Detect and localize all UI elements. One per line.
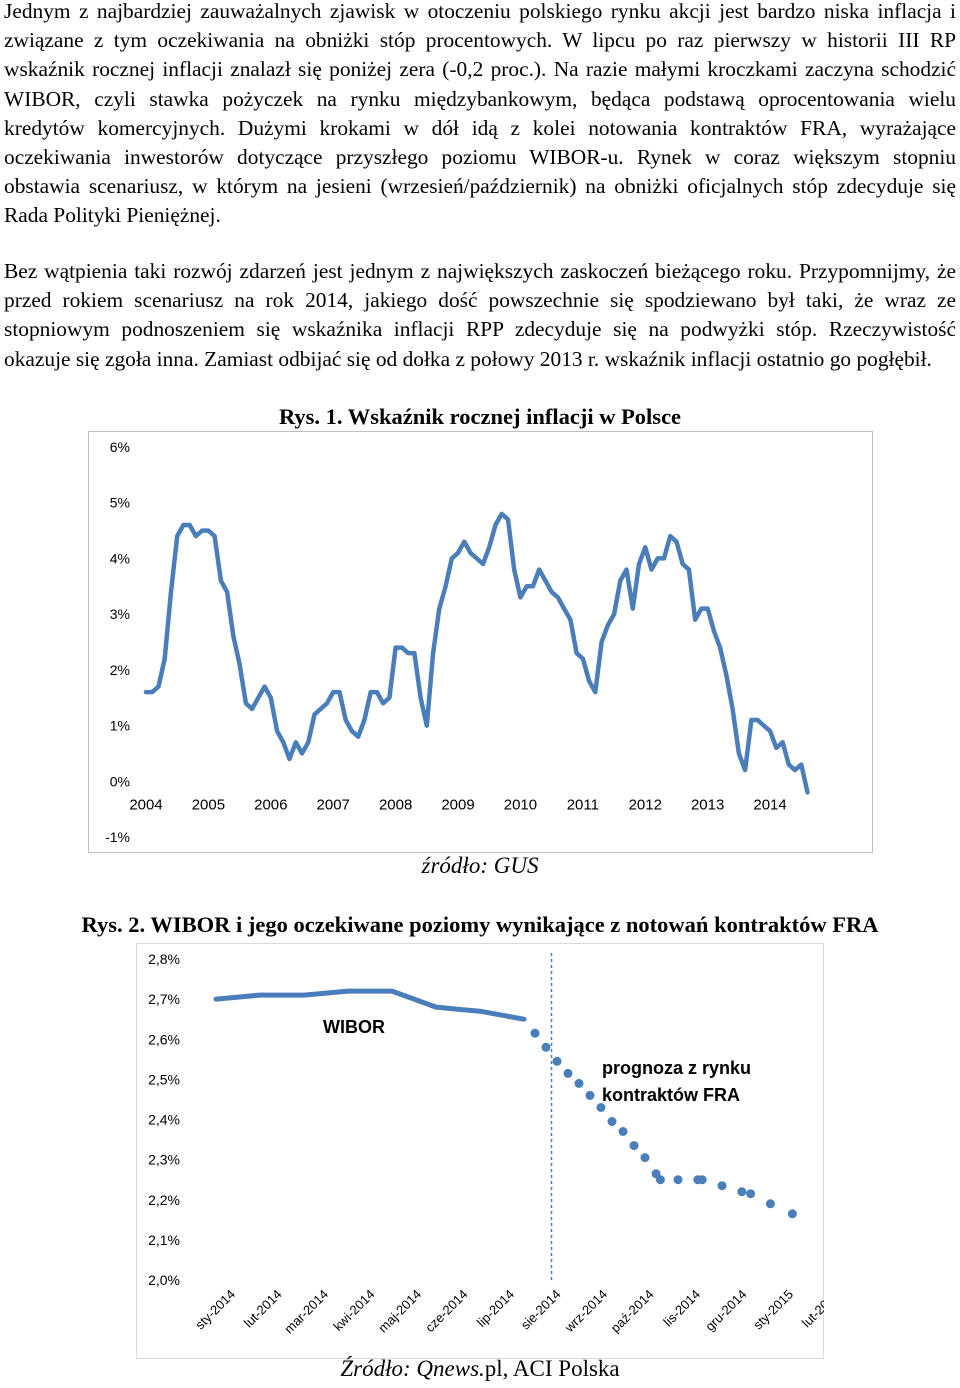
forecast-annotation-line1: prognoza z rynku: [602, 1058, 751, 1078]
forecast-point: [787, 1209, 797, 1219]
forecast-point: [640, 1153, 650, 1163]
figure2-caption: Rys. 2. WIBOR i jego oczekiwane poziomy …: [81, 912, 879, 937]
figure1-caption: Rys. 1. Wskaźnik rocznej inflacji w Pols…: [278, 404, 682, 429]
inflation-chart: 6% 5% 4% 3% 2% 1% 0% -1% 2004 2005 2006 2007 2008 200…: [88, 431, 873, 853]
wibor-chart-svg: 2,8%2,7%2,6%2,5%2,4%2,3%2,2%2,1%2,0%sty-…: [136, 943, 843, 1359]
figure2-source-italic: Qnews.: [416, 1356, 485, 1381]
y-tick-label: 2,7%: [148, 991, 180, 1007]
forecast-point: [746, 1189, 756, 1199]
forecast-point: [673, 1175, 683, 1185]
forecast-point: [697, 1175, 707, 1185]
forecast-point: [596, 1103, 606, 1112]
forecast-point: [530, 1028, 540, 1038]
forecast-point: [541, 1042, 551, 1052]
forecast-point: [629, 1141, 639, 1151]
inflation-chart-svg: 6% 5% 4% 3% 2% 1% 0% -1% 2004 2005 2006 2007 2008 200…: [88, 431, 873, 853]
forecast-point: [655, 1175, 665, 1185]
y-tick-label: 3%: [110, 606, 130, 622]
x-tick-label: 2014: [753, 796, 786, 813]
article-paragraph-2: Bez wątpienia taki rozwój zdarzeń jest j…: [4, 259, 956, 371]
forecast-point: [618, 1127, 628, 1136]
y-tick-label: 2,1%: [148, 1232, 180, 1248]
y-tick-label: -1%: [105, 829, 130, 845]
y-tick-label: 2,5%: [148, 1071, 180, 1087]
x-tick-label: 2008: [379, 796, 412, 813]
y-tick-label: 2,4%: [148, 1112, 180, 1128]
x-tick-label: 2009: [441, 796, 474, 813]
wibor-series-line: [213, 988, 527, 1022]
y-tick-label: 2,2%: [148, 1192, 180, 1208]
y-tick-label: 5%: [110, 495, 130, 511]
x-tick-label: 2007: [317, 796, 350, 813]
y-tick-label: 2,3%: [148, 1152, 180, 1168]
y-tick-label: 2%: [110, 662, 130, 678]
wibor-chart-border: [136, 943, 824, 1359]
y-tick-label: 2,0%: [148, 1272, 180, 1288]
inflation-series-line: [143, 511, 810, 795]
inflation-chart-border: [88, 431, 873, 853]
x-tick-label: 2013: [691, 796, 724, 813]
y-tick-label: 4%: [110, 550, 130, 566]
forecast-point: [737, 1187, 747, 1197]
wibor-annotation: WIBOR: [323, 1017, 385, 1037]
y-tick-label: 0%: [110, 773, 130, 789]
forecast-point: [607, 1117, 617, 1126]
x-tick-label: 2010: [504, 796, 537, 813]
wibor-chart: 2,8% 2,7% 2,6% 2,5% 2,4% 2,3% 2,2% 2,1% 2,0% sty-…: [136, 943, 843, 1359]
y-tick-label: 1%: [110, 718, 130, 734]
article-paragraph-1: Jednym z najbardziej zauważalnych zjawis…: [4, 0, 956, 228]
forecast-point: [563, 1068, 573, 1078]
forecast-point: [717, 1181, 727, 1191]
y-tick-label: 2,6%: [148, 1031, 180, 1047]
x-tick-label: 2004: [129, 796, 162, 813]
forecast-point: [574, 1078, 584, 1088]
figure2-source-prefix: Źródło:: [340, 1356, 417, 1381]
x-tick-label: 2012: [629, 796, 662, 813]
figure2-source-rest: pl, ACI Polska: [484, 1356, 620, 1381]
x-tick-label: 2006: [254, 796, 287, 813]
forecast-point: [585, 1090, 595, 1100]
x-tick-label: 2011: [567, 796, 599, 813]
forecast-annotation-line2: kontraktów FRA: [602, 1085, 740, 1105]
figure2-source: Źródło: Qnews.pl, ACI Polska: [300, 1356, 660, 1382]
forecast-point: [765, 1199, 775, 1209]
forecast-point: [552, 1056, 562, 1066]
y-tick-label: 2,8%: [148, 951, 180, 967]
x-tick-label: 2005: [192, 796, 225, 813]
figure1-source: źródło: GUS: [421, 853, 539, 878]
y-tick-label: 6%: [110, 439, 130, 455]
